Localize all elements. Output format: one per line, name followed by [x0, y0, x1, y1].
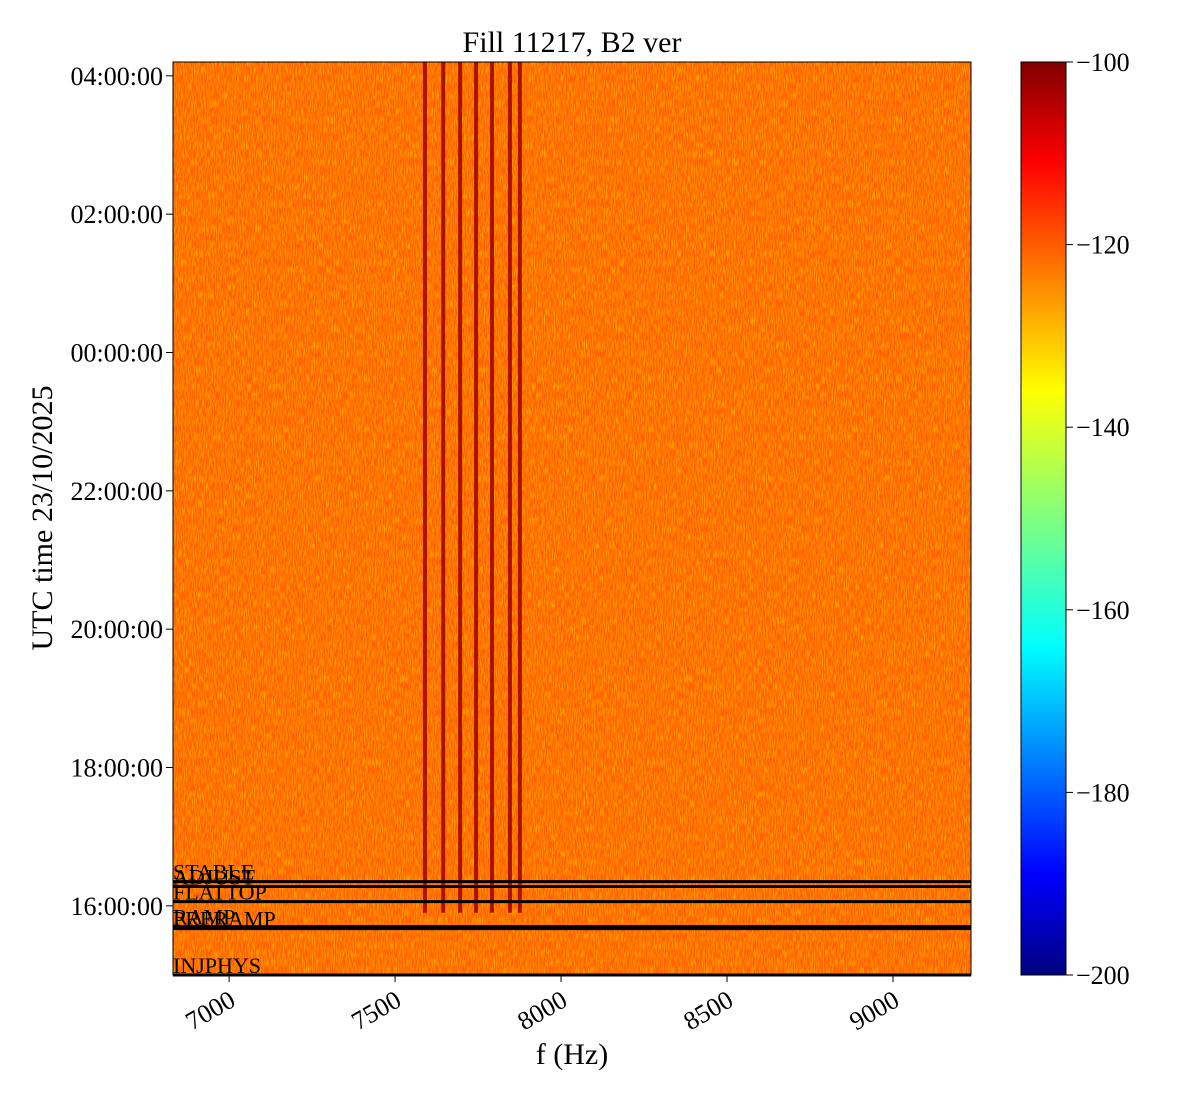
- noise-texture: [173, 62, 971, 975]
- spectral-line: [517, 62, 522, 913]
- colorbar-tick-label: −200: [1076, 961, 1130, 990]
- x-tick-label: 9000: [844, 985, 904, 1036]
- colorbar: [1020, 61, 1067, 976]
- y-tick-label: 04:00:00: [71, 62, 163, 91]
- y-tick-label: 02:00:00: [71, 200, 163, 229]
- colorbar-tick-label: −180: [1076, 778, 1130, 807]
- y-tick-label: 22:00:00: [71, 477, 163, 506]
- spectral-line: [507, 62, 512, 913]
- mode-marker-label: INJPHYS: [173, 953, 261, 978]
- y-axis-label: UTC time 23/10/2025: [26, 386, 59, 651]
- x-tick-label: 8500: [678, 985, 738, 1036]
- spectral-line: [474, 62, 479, 913]
- colorbar-tick-label: −160: [1076, 596, 1130, 625]
- spectral-line: [422, 62, 427, 913]
- chart-title: Fill 11217, B2 ver: [463, 26, 682, 59]
- y-tick-label: 20:00:00: [71, 615, 163, 644]
- spectral-line: [458, 62, 463, 913]
- mode-marker-label: ADJUST: [173, 864, 255, 889]
- colorbar-tick-label: −120: [1076, 231, 1130, 260]
- spectral-line: [441, 62, 446, 913]
- spectral-line: [490, 62, 495, 913]
- mode-marker-label: PRERAMP: [173, 907, 276, 932]
- y-tick-label: 18:00:00: [71, 754, 163, 783]
- x-tick-label: 7500: [347, 985, 407, 1036]
- mode-marker-label: STABLE: [173, 860, 254, 885]
- colorbar-tick-label: −140: [1076, 413, 1130, 442]
- x-tick-label: 8000: [513, 985, 573, 1036]
- mode-marker-label: FLATTOP: [173, 880, 267, 905]
- plot-frame: [172, 61, 972, 976]
- mode-marker-label: RAMP: [173, 905, 235, 930]
- colorbar-tick-label: −100: [1076, 48, 1130, 77]
- x-axis-label: f (Hz): [536, 1038, 608, 1071]
- y-tick-label: 16:00:00: [71, 892, 163, 921]
- x-tick-label: 7000: [181, 985, 241, 1036]
- y-tick-label: 00:00:00: [71, 339, 163, 368]
